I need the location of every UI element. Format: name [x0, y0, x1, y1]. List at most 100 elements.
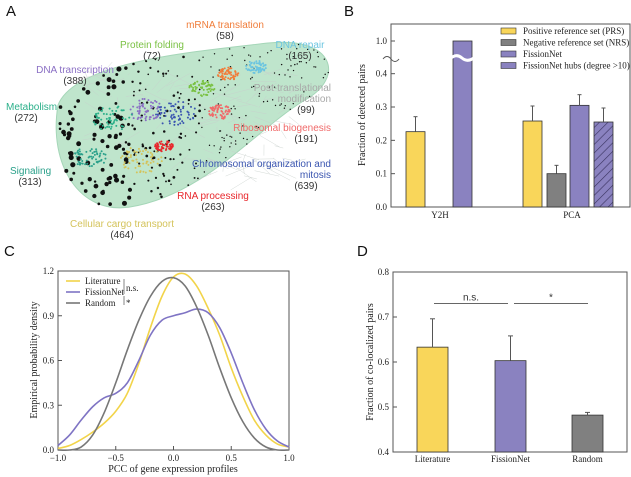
network-node: [113, 145, 119, 150]
cluster-node: [226, 73, 229, 76]
network-edge: [245, 96, 254, 104]
network-node: [280, 103, 283, 105]
network-node: [283, 107, 286, 109]
network-node: [198, 104, 201, 107]
network-edge: [105, 61, 113, 71]
network-node: [121, 147, 126, 151]
cluster-node: [97, 116, 100, 119]
network-node: [152, 107, 155, 110]
cluster-node: [95, 148, 98, 151]
cluster-node: [145, 115, 148, 118]
network-node: [238, 116, 241, 119]
cluster-node: [160, 106, 163, 109]
network-edge: [280, 130, 287, 139]
cluster-node: [108, 107, 111, 110]
cluster-node: [182, 101, 185, 104]
cluster-node: [166, 145, 169, 148]
cluster-node: [171, 145, 174, 148]
y-tick-label: 0.3: [376, 102, 388, 112]
cluster-node: [156, 107, 159, 110]
cluster-count: (388): [63, 76, 86, 87]
network-node: [132, 94, 135, 97]
network-node: [163, 114, 166, 117]
network-node: [145, 101, 149, 104]
network-node: [170, 183, 172, 186]
cluster-node: [137, 147, 140, 150]
network-node: [201, 126, 203, 129]
cluster-node: [92, 121, 95, 124]
cluster-node: [216, 107, 219, 110]
network-node: [156, 186, 160, 190]
cluster-node: [138, 99, 141, 102]
cluster-node: [108, 125, 111, 128]
cluster-count: (313): [18, 177, 41, 188]
cluster-node: [148, 118, 151, 121]
bar: [593, 121, 614, 208]
cluster-node: [149, 156, 152, 159]
y-tick-label: 0.5: [378, 402, 390, 412]
cluster-node: [125, 150, 128, 153]
network-node: [177, 106, 180, 109]
cluster-node: [181, 120, 184, 123]
cluster-node: [102, 152, 105, 155]
cluster-node: [173, 121, 176, 124]
network-node: [213, 145, 215, 147]
network-node: [223, 140, 225, 142]
cluster-node: [142, 170, 145, 173]
panel-label-d: D: [357, 243, 368, 260]
network-node: [138, 162, 141, 165]
cluster-label: Chromosomal organization and: [192, 159, 331, 170]
network-node: [225, 156, 227, 159]
cluster-node: [113, 120, 116, 123]
cluster-node: [152, 114, 155, 117]
cluster-node: [88, 165, 91, 168]
cluster-node: [202, 93, 205, 96]
network-node: [81, 87, 86, 91]
cluster-count: (464): [110, 230, 133, 241]
network-node: [127, 187, 133, 192]
cluster-node: [123, 166, 126, 169]
y-axis-label: Fraction of detected pairs: [357, 64, 368, 166]
network-node: [187, 184, 190, 186]
cluster-node: [180, 113, 183, 116]
x-axis-label: PCC of gene expression profiles: [108, 464, 238, 475]
network-node: [179, 92, 182, 95]
cluster-node: [77, 149, 80, 152]
cluster-node: [208, 110, 211, 113]
network-edge: [196, 117, 222, 126]
cluster-node: [100, 109, 103, 112]
network-node: [286, 53, 288, 56]
network-node: [145, 60, 148, 63]
network-node: [115, 114, 121, 119]
cluster-node: [223, 67, 226, 70]
network-node: [226, 134, 228, 136]
cluster-node: [208, 87, 211, 90]
network-node: [213, 53, 216, 55]
cluster-node: [137, 165, 140, 168]
cluster-node: [157, 158, 160, 161]
cluster-node: [150, 170, 153, 173]
network-edge: [235, 160, 257, 171]
network-edge: [250, 110, 267, 115]
cluster-node: [105, 113, 108, 116]
cluster-node: [102, 112, 105, 115]
x-tick-label: Random: [572, 454, 603, 464]
network-node: [104, 181, 109, 187]
cluster-node: [173, 123, 176, 126]
cluster-node: [206, 84, 209, 87]
axis-break-mark: [382, 56, 400, 62]
network-node: [316, 51, 319, 54]
cluster-node: [129, 108, 132, 111]
cluster-node: [261, 62, 264, 65]
network-node: [292, 102, 294, 105]
cluster-node: [150, 107, 153, 110]
cluster-node: [99, 123, 102, 126]
network-node: [298, 61, 301, 63]
cluster-node: [76, 163, 79, 166]
cluster-node: [101, 124, 104, 127]
network-node: [230, 142, 232, 144]
network-node: [292, 55, 295, 58]
cluster-node: [93, 153, 96, 156]
network-node: [127, 195, 132, 200]
